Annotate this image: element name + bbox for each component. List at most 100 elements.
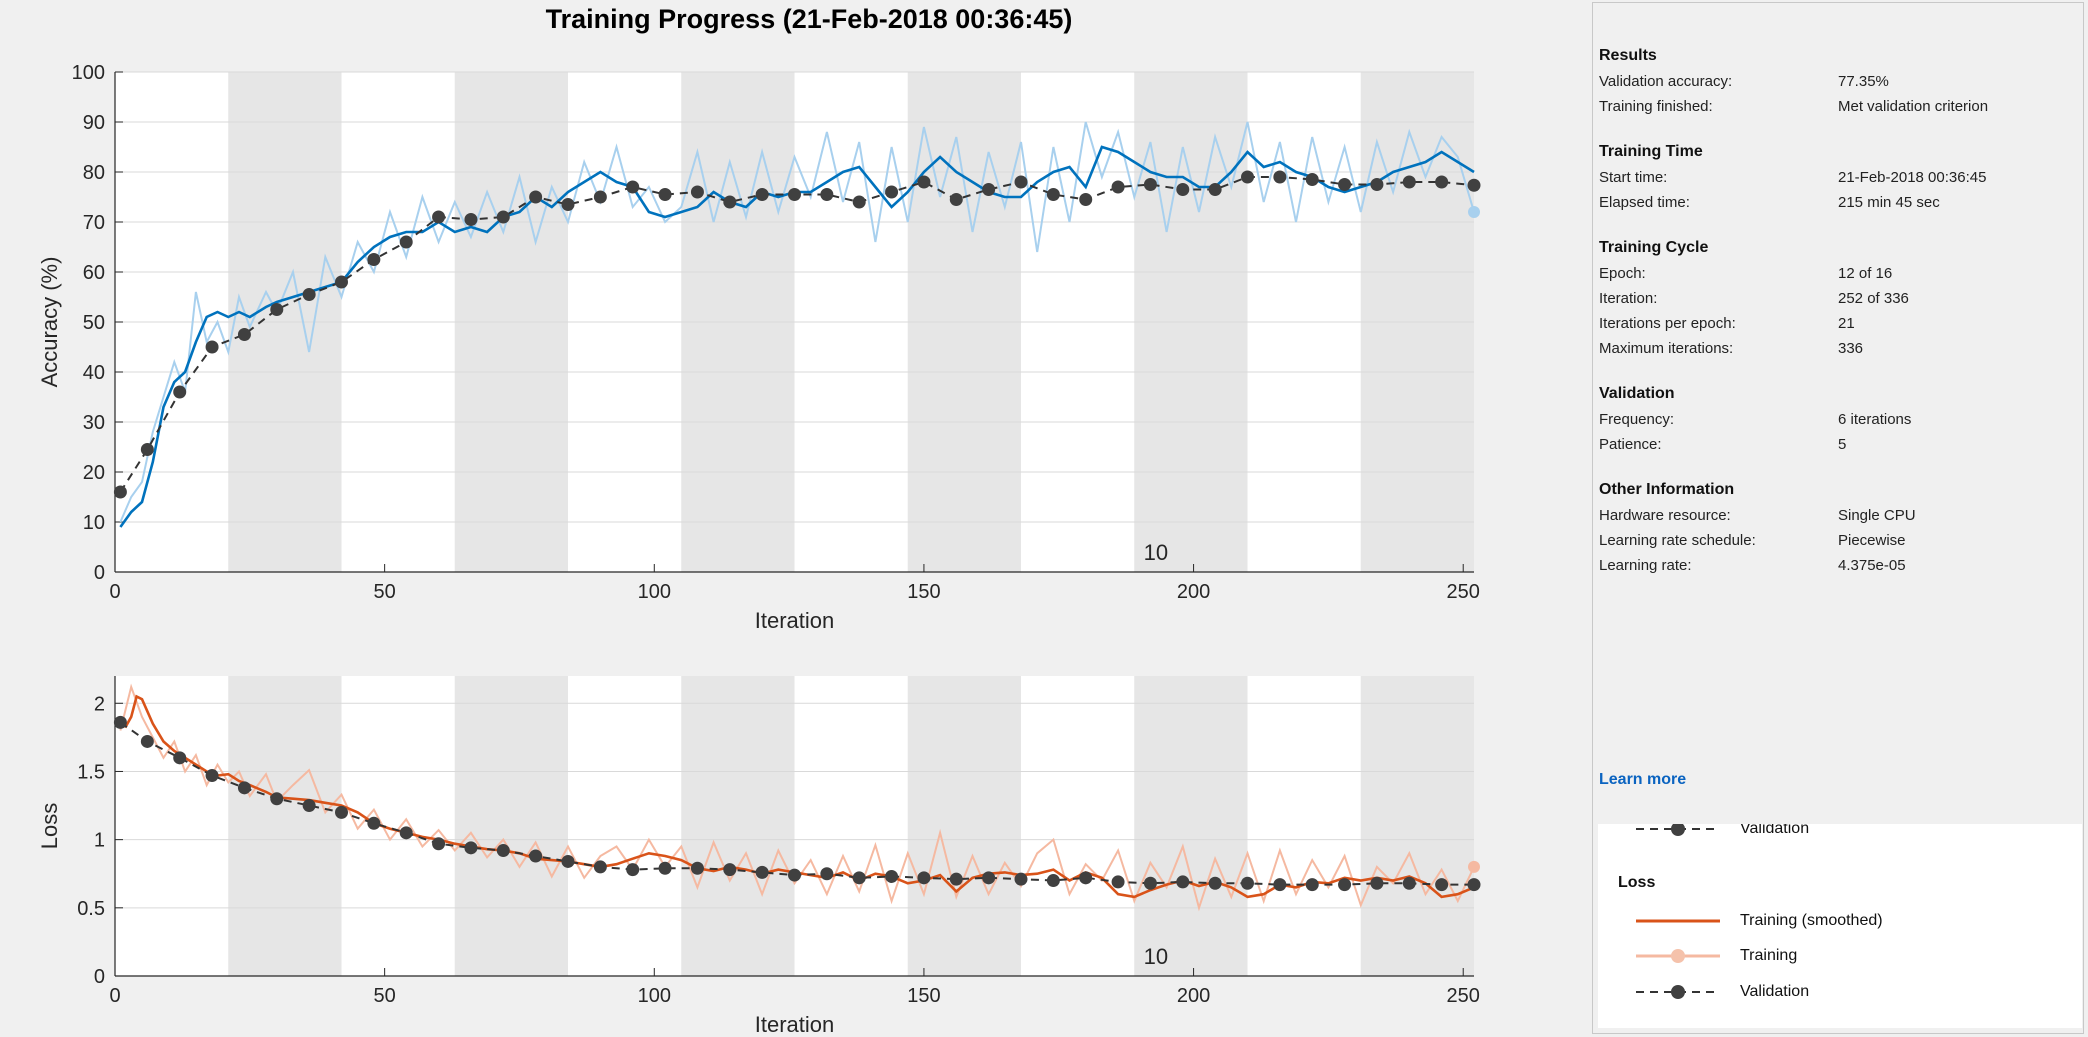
validation-point: [626, 180, 640, 194]
validation-point: [113, 485, 127, 499]
epoch-band: [1360, 676, 1474, 976]
legend-raw-swatch: [1636, 949, 1720, 963]
validation-point: [949, 872, 963, 886]
panel-row-label: Iterations per epoch:: [1599, 315, 1736, 332]
y-tick-label: 1: [94, 830, 105, 852]
validation-point: [982, 183, 996, 196]
panel-row-value: 215 min 45 sec: [1838, 194, 1940, 211]
validation-point: [1305, 173, 1319, 186]
legend-training-label: Training: [1740, 947, 1798, 964]
validation-point: [1208, 876, 1222, 890]
legend-validation-swatch: [1636, 985, 1720, 999]
validation-point: [788, 868, 801, 882]
legend-validation-swatch-top: [1636, 824, 1720, 836]
y-tick-label: 60: [83, 262, 105, 284]
x-tick-label: 200: [1177, 985, 1210, 1007]
validation-point: [1241, 876, 1254, 890]
validation-point: [270, 792, 284, 806]
validation-point: [1014, 175, 1028, 189]
panel-row-value: 5: [1838, 436, 1847, 453]
panel-row-value: 21-Feb-2018 00:36:45: [1838, 169, 1987, 186]
x-axis-label: Iteration: [755, 608, 835, 633]
epoch-number-label: 10: [1144, 540, 1168, 565]
panel-section-heading: Validation: [1599, 385, 1675, 402]
validation-point: [205, 769, 219, 783]
validation-point: [917, 175, 931, 189]
validation-point: [1435, 878, 1449, 892]
y-axis-label: Loss: [37, 803, 62, 849]
validation-point: [593, 190, 607, 204]
validation-point: [690, 185, 704, 199]
validation-point: [464, 213, 478, 226]
validation-point: [626, 863, 640, 877]
panel-row-label: Maximum iterations:: [1599, 340, 1734, 357]
validation-point: [1241, 170, 1254, 184]
panel-row-value: 77.35%: [1838, 73, 1889, 90]
validation-point: [723, 195, 737, 209]
validation-point: [432, 210, 446, 224]
y-tick-label: 90: [83, 112, 105, 134]
validation-point: [113, 715, 127, 729]
validation-point: [917, 871, 931, 885]
validation-point: [1305, 878, 1319, 892]
x-tick-label: 150: [907, 985, 940, 1007]
validation-point: [1143, 876, 1157, 890]
y-tick-label: 100: [72, 62, 105, 84]
validation-point: [367, 253, 381, 266]
panel-row-value: 21: [1838, 315, 1855, 332]
validation-point: [270, 303, 284, 316]
panel-section-heading: Other Information: [1599, 481, 1735, 498]
y-tick-label: 1.5: [77, 761, 105, 783]
validation-point: [140, 734, 154, 748]
panel-row-label: Start time:: [1599, 169, 1668, 186]
panel-row-value: 12 of 16: [1838, 265, 1893, 282]
y-tick-label: 80: [83, 162, 105, 184]
panel-row-value: 4.375e-05: [1838, 557, 1906, 574]
validation-point: [464, 841, 478, 855]
validation-point: [302, 799, 316, 813]
epoch-band: [907, 676, 1021, 976]
validation-point: [1338, 878, 1352, 892]
y-tick-label: 0: [94, 562, 105, 584]
validation-point: [496, 210, 510, 224]
training-smoothed-line: [119, 694, 1475, 899]
validation-point: [205, 340, 219, 354]
validation-point: [885, 869, 899, 883]
validation-point: [1273, 170, 1287, 184]
panel-row-label: Epoch:: [1599, 265, 1646, 282]
panel-row-label: Iteration:: [1599, 290, 1658, 307]
training-info-panel: Results Validation accuracy: 77.35% Trainin…: [1592, 2, 2084, 1034]
validation-point: [982, 871, 996, 885]
validation-point: [690, 861, 704, 875]
epoch-band: [454, 676, 568, 976]
training-raw-line: [119, 683, 1475, 912]
validation-point: [1143, 178, 1157, 191]
validation-point: [658, 861, 672, 875]
panel-row-value: Met validation criterion: [1838, 98, 1989, 115]
x-tick-label: 0: [109, 985, 120, 1007]
validation-point: [399, 826, 413, 840]
legend-validation-label-top: Validation: [1740, 824, 1810, 837]
x-tick-label: 200: [1177, 581, 1210, 603]
learn-more-link[interactable]: Learn more: [1599, 771, 1687, 788]
x-tick-label: 100: [638, 985, 671, 1007]
validation-point: [237, 781, 251, 795]
epoch-band: [681, 676, 795, 976]
loss-plot: 0 50 100 150 200 250 0 0.5 1 1.5 2 Iteration Loss 10: [37, 676, 1481, 1037]
panel-row-label: Hardware resource:: [1599, 507, 1731, 524]
validation-point: [399, 235, 413, 249]
validation-point: [755, 188, 769, 201]
legend-validation-label: Validation: [1740, 983, 1810, 1000]
validation-point: [1402, 175, 1416, 189]
validation-point: [1111, 180, 1125, 194]
validation-point: [1046, 874, 1060, 888]
y-tick-label: 30: [83, 412, 105, 434]
y-tick-label: 10: [83, 512, 105, 534]
validation-point: [820, 188, 834, 201]
figure-title: Training Progress (21-Feb-2018 00:36:45): [545, 4, 1073, 34]
validation-point: [173, 385, 187, 399]
epoch-band: [1134, 676, 1248, 976]
y-tick-label: 2: [94, 693, 105, 715]
panel-row-value: 336: [1838, 340, 1864, 357]
validation-point: [1370, 876, 1384, 890]
